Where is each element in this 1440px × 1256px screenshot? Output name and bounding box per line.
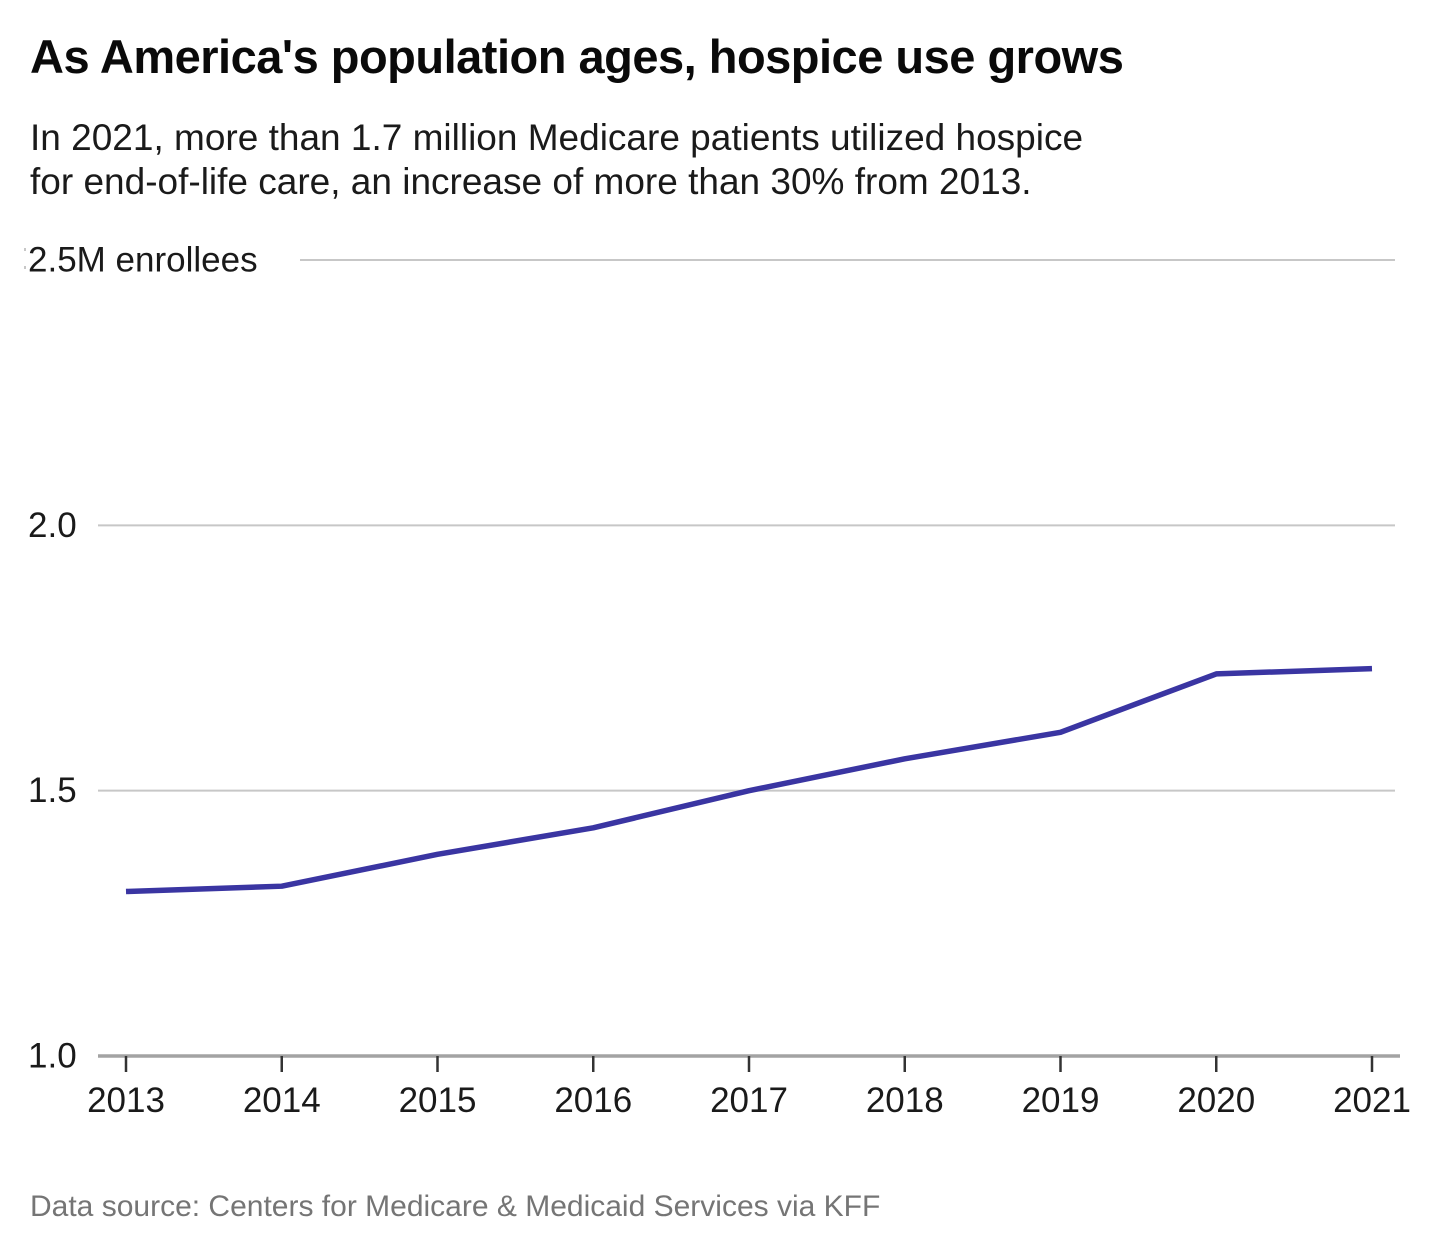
y-tick-label-2: 2.0 — [28, 506, 77, 545]
chart-title: As America's population ages, hospice us… — [30, 30, 1124, 83]
y-tick-label-1: 1.0 — [28, 1037, 77, 1076]
y-tick-label-2.5: 2.5M enrollees — [28, 241, 258, 280]
data-line-medicare-hospice-enrollees — [125, 665, 1373, 895]
x-tick-label-2019: 2019 — [1022, 1081, 1100, 1120]
chart-subtitle-line-2: for end-of-life care, an increase of mor… — [30, 161, 1032, 202]
x-tick-label-2014: 2014 — [243, 1081, 321, 1120]
data-source-note: Data source: Centers for Medicare & Medi… — [30, 1190, 881, 1223]
chart-subtitle: In 2021, more than 1.7 million Medicare … — [30, 116, 1420, 204]
x-tick-label-2015: 2015 — [399, 1081, 477, 1120]
y-tick-label-1.5: 1.5 — [28, 771, 77, 810]
chart-subtitle-line-1: In 2021, more than 1.7 million Medicare … — [30, 117, 1084, 158]
x-tick-label-2016: 2016 — [554, 1081, 632, 1120]
x-tick-label-2013: 2013 — [87, 1081, 165, 1120]
x-tick-label-2018: 2018 — [866, 1081, 944, 1120]
x-tick-label-2020: 2020 — [1177, 1081, 1255, 1120]
x-tick-label-2021: 2021 — [1333, 1081, 1411, 1120]
x-tick-label-2017: 2017 — [710, 1081, 788, 1120]
